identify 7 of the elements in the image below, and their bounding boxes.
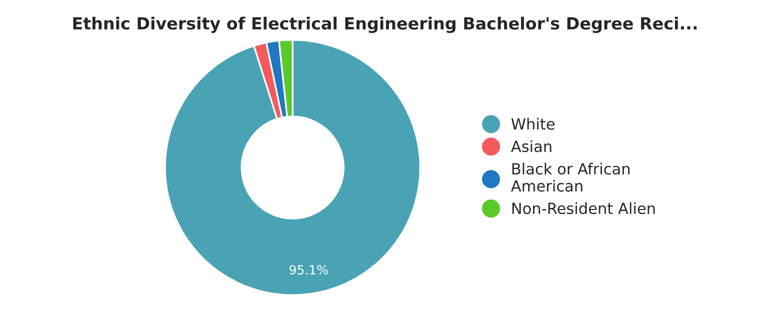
legend-label: Non-Resident Alien: [512, 202, 655, 214]
legend-label: White: [511, 118, 554, 130]
donut-slice: [164, 39, 422, 296]
legend-label: Asian: [511, 140, 552, 152]
chart-title: Ethnic Diversity of Electrical Engineering Bachelor's Degree Reci...: [73, 16, 697, 34]
legend-label: Black or African American: [511, 162, 630, 192]
data-label: 95.1%: [290, 265, 328, 275]
